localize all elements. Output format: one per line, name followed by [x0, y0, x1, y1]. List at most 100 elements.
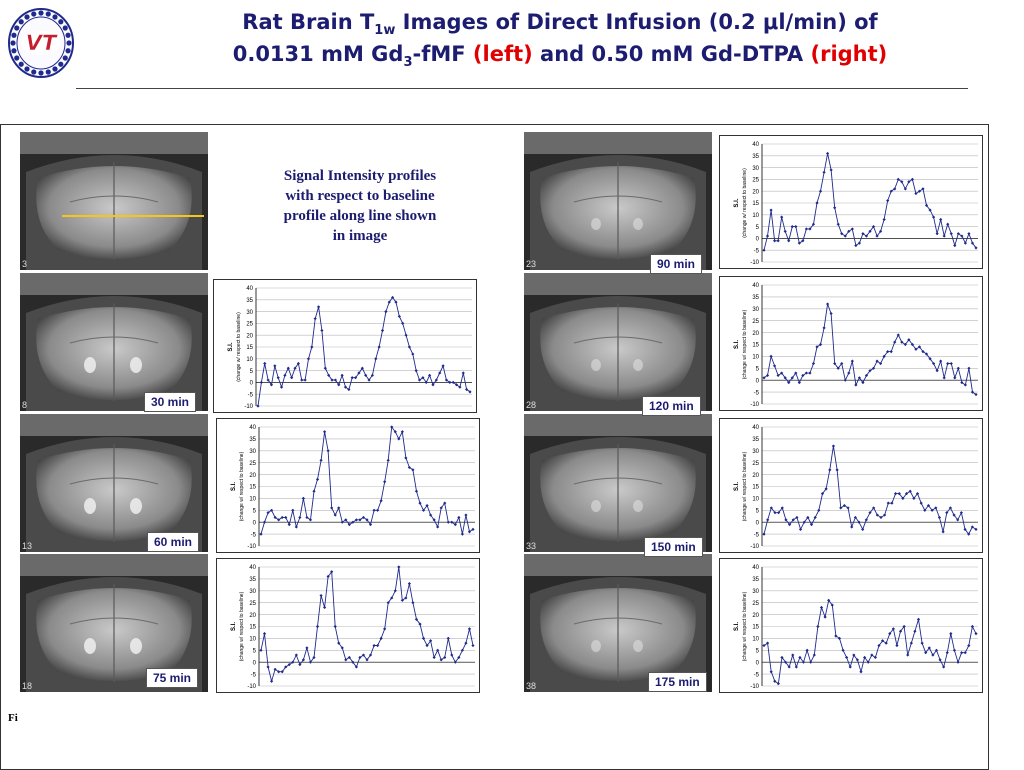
data-point	[291, 508, 295, 512]
data-point	[850, 359, 854, 363]
mri-image: 3	[20, 132, 208, 270]
series-line	[763, 599, 977, 685]
logo-dot	[11, 32, 17, 38]
data-point	[259, 380, 263, 384]
data-point	[939, 217, 943, 222]
y-tick-label: 25	[752, 178, 759, 184]
data-point	[301, 496, 305, 500]
data-point	[446, 520, 450, 524]
data-point	[397, 437, 401, 441]
slice-number: 18	[22, 681, 33, 691]
data-point	[383, 480, 387, 484]
profile-chart-30-min: 40 35 30 25 20 15 10 5 0 -5 -10 S.I. (change w/ resp…	[213, 279, 477, 413]
data-point	[937, 515, 942, 520]
data-point	[829, 311, 833, 316]
data-point	[376, 643, 380, 648]
y-tick-label: 5	[253, 649, 257, 655]
data-point	[949, 632, 953, 636]
data-point	[847, 229, 851, 233]
data-point	[811, 222, 816, 226]
data-point	[864, 234, 869, 238]
data-point	[913, 629, 917, 633]
data-point	[823, 615, 827, 619]
title-line-2: 0.0131 mM Gd3-fMF (left) and 0.50 mM Gd-…	[120, 38, 1000, 70]
slice-number: 13	[22, 541, 33, 551]
data-point	[871, 225, 876, 229]
y-axis-label: S.I.	[228, 342, 234, 351]
data-point	[818, 342, 823, 347]
y-axis-sublabel: (change w/ respect to baseline)	[742, 309, 748, 379]
data-point	[400, 430, 404, 434]
y-tick-label: 35	[752, 437, 759, 443]
data-point	[270, 679, 274, 683]
data-point	[941, 530, 945, 534]
y-tick-label: 15	[246, 345, 253, 351]
logo-dot	[14, 55, 20, 61]
y-tick-label: 20	[246, 333, 253, 339]
y-tick-label: 35	[752, 154, 759, 160]
y-tick-label: 40	[752, 425, 759, 431]
data-point	[804, 227, 808, 231]
y-tick-label: 30	[752, 166, 759, 172]
logo-dot	[52, 66, 58, 72]
data-point	[811, 361, 816, 366]
profile-description: Signal Intensity profiles with respect t…	[283, 168, 437, 244]
data-point	[859, 670, 863, 674]
data-point	[864, 373, 869, 378]
data-point	[320, 328, 324, 333]
data-point	[794, 665, 798, 669]
data-point	[305, 646, 309, 650]
data-point	[828, 468, 832, 472]
y-axis-label: S.I.	[231, 622, 237, 631]
data-point	[287, 662, 291, 667]
data-point	[372, 643, 376, 648]
y-tick-label: -5	[754, 248, 760, 254]
data-point	[464, 641, 468, 645]
logo-dot	[62, 55, 68, 61]
y-axis-sublabel: (change w/ respect to baseline)	[742, 168, 748, 238]
data-point	[766, 518, 770, 522]
y-tick-label: 5	[756, 225, 760, 231]
data-point	[279, 385, 284, 389]
data-point	[343, 385, 348, 389]
data-point	[920, 641, 924, 645]
y-axis-sublabel: (change w/ respect to baseline)	[236, 312, 242, 382]
data-point	[861, 527, 865, 531]
mri-image: 8	[20, 273, 208, 411]
data-point	[379, 499, 383, 503]
data-point	[863, 655, 867, 660]
y-tick-label: 0	[756, 237, 760, 243]
data-point	[794, 371, 798, 375]
data-point	[769, 208, 773, 212]
y-tick-label: 40	[752, 283, 759, 289]
y-tick-label: -10	[750, 684, 759, 690]
y-axis-sublabel: (change w/ respect to baseline)	[239, 451, 245, 521]
y-tick-label: -5	[251, 672, 257, 678]
data-point	[942, 376, 946, 380]
data-point	[298, 515, 302, 520]
data-point	[773, 364, 777, 368]
data-point	[374, 357, 378, 361]
data-point	[418, 501, 422, 505]
y-tick-label: 30	[752, 449, 759, 455]
y-tick-label: 20	[752, 331, 759, 337]
logo-dot	[14, 25, 20, 31]
data-point	[393, 589, 397, 593]
logo-dot	[24, 14, 30, 20]
data-point	[953, 376, 957, 380]
y-tick-label: 35	[249, 577, 256, 583]
data-point	[429, 639, 433, 643]
data-point	[780, 215, 784, 219]
data-point	[826, 151, 830, 156]
data-point	[956, 366, 960, 370]
data-point	[843, 378, 847, 382]
y-tick-label: 25	[752, 601, 759, 607]
figure-caption: Fi	[8, 712, 18, 724]
data-point	[809, 660, 813, 664]
data-point	[390, 425, 394, 429]
title-subscript: 3	[403, 55, 413, 71]
data-point	[840, 232, 844, 236]
y-tick-label: 0	[253, 520, 257, 526]
data-point	[464, 513, 468, 517]
data-point	[959, 511, 963, 515]
